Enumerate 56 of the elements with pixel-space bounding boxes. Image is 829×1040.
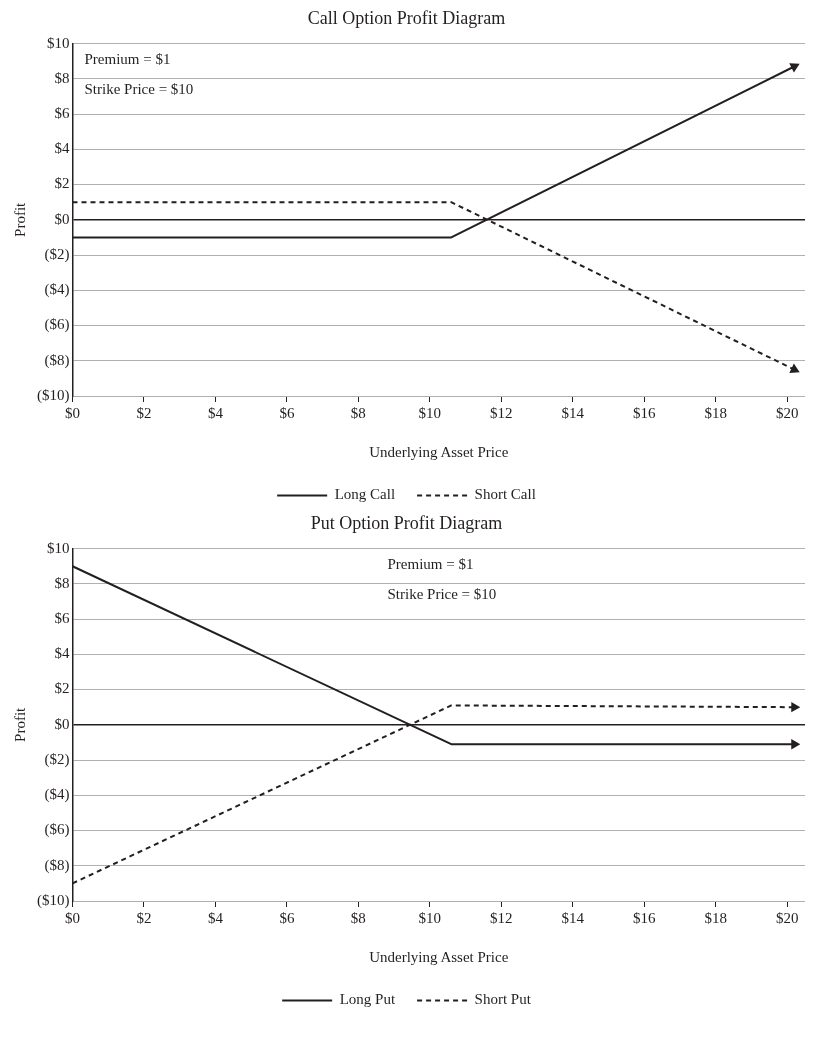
y-tick-label: $6 xyxy=(54,105,70,122)
y-tick-label: ($4) xyxy=(44,786,70,804)
y-tick-label: $2 xyxy=(54,680,70,697)
x-tick-label: $12 xyxy=(490,404,513,421)
chart-title: Put Option Profit Diagram xyxy=(310,512,503,533)
x-tick-label: $10 xyxy=(418,909,442,926)
y-tick-label: $0 xyxy=(54,210,70,227)
y-tick-label: $8 xyxy=(54,574,70,591)
x-tick-label: $20 xyxy=(775,404,799,421)
legend-label: Long Call xyxy=(334,486,396,503)
legend-label: Short Put xyxy=(474,991,532,1008)
x-tick-label: $14 xyxy=(561,909,585,926)
x-tick-label: $8 xyxy=(350,404,366,421)
y-tick-label: ($8) xyxy=(44,856,70,874)
y-tick-label: ($2) xyxy=(44,750,70,768)
x-tick-label: $2 xyxy=(136,404,152,421)
annotation: Strike Price = $10 xyxy=(84,80,194,97)
y-tick-label: ($2) xyxy=(44,245,70,263)
y-tick-label: $8 xyxy=(54,69,70,86)
y-tick-label: $4 xyxy=(54,140,70,157)
annotation: Strike Price = $10 xyxy=(387,585,497,602)
y-tick-label: $2 xyxy=(54,175,70,192)
y-tick-label: $6 xyxy=(54,610,70,627)
y-tick-label: ($6) xyxy=(44,821,70,839)
y-tick-label: ($10) xyxy=(36,891,70,909)
x-tick-label: $16 xyxy=(632,909,656,926)
legend-label: Short Call xyxy=(474,486,536,503)
x-tick-label: $2 xyxy=(136,909,152,926)
y-tick-label: ($10) xyxy=(36,386,70,404)
x-tick-label: $18 xyxy=(704,909,727,926)
x-tick-label: $20 xyxy=(775,909,799,926)
x-tick-label: $12 xyxy=(490,909,513,926)
legend-label: Long Put xyxy=(339,991,396,1008)
x-tick-label: $4 xyxy=(207,909,224,926)
x-tick-label: $8 xyxy=(350,909,366,926)
chart-title: Call Option Profit Diagram xyxy=(307,7,506,28)
x-axis-title: Underlying Asset Price xyxy=(369,948,509,965)
annotation: Premium = $1 xyxy=(84,50,171,67)
x-tick-label: $4 xyxy=(207,404,224,421)
y-axis-title: Profit xyxy=(11,201,28,237)
annotation: Premium = $1 xyxy=(387,555,474,572)
x-axis-title: Underlying Asset Price xyxy=(369,443,509,460)
y-tick-label: ($4) xyxy=(44,281,70,299)
y-tick-label: $4 xyxy=(54,645,70,662)
x-tick-label: $18 xyxy=(704,404,727,421)
y-tick-label: $10 xyxy=(46,34,70,51)
x-tick-label: $6 xyxy=(279,909,295,926)
y-axis-title: Profit xyxy=(11,706,28,742)
y-tick-label: ($6) xyxy=(44,316,70,334)
x-tick-label: $16 xyxy=(632,404,656,421)
x-tick-label: $14 xyxy=(561,404,585,421)
y-tick-label: ($8) xyxy=(44,351,70,369)
x-tick-label: $6 xyxy=(279,404,295,421)
x-tick-label: $10 xyxy=(418,404,442,421)
y-tick-label: $0 xyxy=(54,715,70,732)
y-tick-label: $10 xyxy=(46,539,70,556)
